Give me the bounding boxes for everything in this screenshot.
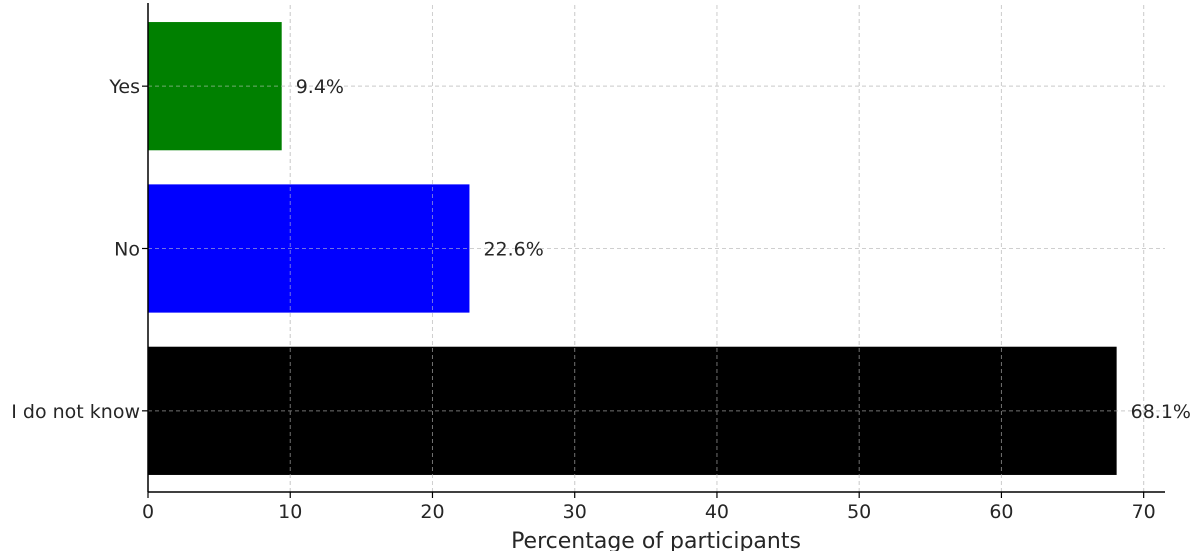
x-tick-label: 0: [142, 501, 154, 523]
category-label: I do not know: [11, 401, 140, 423]
x-tick-label: 30: [563, 501, 587, 523]
x-tick-label: 50: [847, 501, 871, 523]
x-tick-label: 40: [705, 501, 729, 523]
labels-layer: 0 10 20 30 40 50 60 70 Yes 9.4% No 22.6% I do not kn…: [11, 76, 1191, 523]
data-label: 22.6%: [483, 239, 543, 261]
grid-overlay: [147, 5, 1165, 492]
x-axis-title: Percentage of participants: [511, 529, 801, 551]
x-tick-label: 60: [989, 501, 1013, 523]
x-tick-label: 10: [278, 501, 302, 523]
category-label: Yes: [108, 76, 140, 98]
data-label: 68.1%: [1131, 401, 1191, 423]
axes-layer: [142, 3, 1165, 498]
category-label: No: [114, 239, 140, 261]
data-label: 9.4%: [296, 76, 344, 98]
x-tick-label: 20: [420, 501, 444, 523]
x-tick-label: 70: [1132, 501, 1156, 523]
